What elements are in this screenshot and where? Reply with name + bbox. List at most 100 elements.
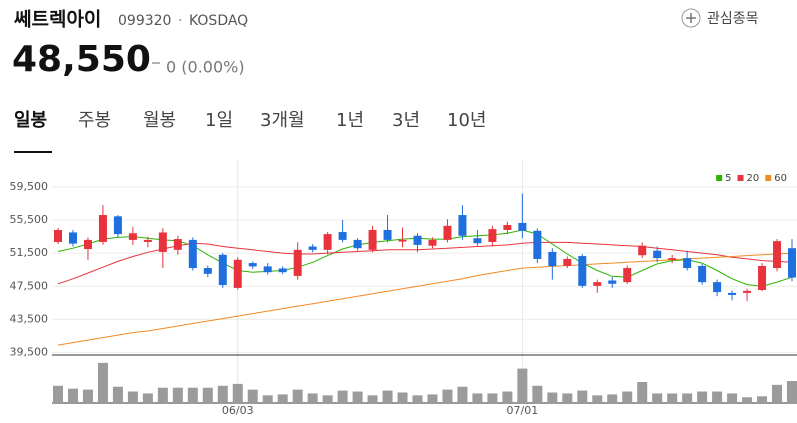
legend-swatch bbox=[765, 175, 772, 181]
legend-swatch bbox=[716, 175, 723, 181]
volume-bar bbox=[157, 387, 168, 403]
volume-bar bbox=[337, 390, 348, 403]
candle-body bbox=[458, 215, 467, 236]
candle-body bbox=[533, 230, 542, 259]
volume-bar bbox=[292, 389, 303, 403]
candle-body bbox=[278, 268, 287, 273]
volume-bar bbox=[53, 385, 63, 403]
candle-body bbox=[323, 234, 332, 250]
market: KOSDAQ bbox=[189, 13, 248, 29]
legend-swatch bbox=[737, 175, 744, 181]
volume-bar bbox=[652, 393, 663, 403]
candle-body bbox=[143, 239, 152, 242]
candle-body bbox=[638, 245, 647, 256]
volume-bar bbox=[397, 392, 408, 403]
candle-body bbox=[293, 249, 302, 276]
watch-label: 관심종목 bbox=[707, 11, 759, 27]
candle-body bbox=[788, 248, 796, 278]
volume-bar bbox=[787, 381, 797, 403]
candle-body bbox=[473, 238, 482, 244]
candle-body bbox=[488, 229, 497, 242]
candle-body bbox=[248, 263, 257, 267]
volume-bar bbox=[127, 391, 138, 403]
candle-body bbox=[188, 239, 197, 269]
x-tick-label: 06/03 bbox=[222, 404, 254, 417]
volume-bar bbox=[262, 395, 273, 403]
tab[interactable]: 10년 bbox=[447, 110, 486, 131]
watch-icon bbox=[681, 8, 701, 28]
volume-bar bbox=[757, 396, 768, 403]
tab[interactable]: 3개월 bbox=[260, 110, 305, 131]
volume-bar bbox=[547, 392, 558, 403]
volume-bar bbox=[742, 397, 753, 403]
volume-bar bbox=[622, 391, 633, 403]
candle-body bbox=[98, 215, 107, 242]
candle-body bbox=[398, 239, 407, 242]
plot-frame bbox=[52, 160, 797, 403]
volume-bar bbox=[487, 393, 498, 403]
volume-bar bbox=[142, 393, 153, 403]
volume-bar bbox=[682, 393, 693, 403]
volume-bar bbox=[427, 394, 438, 403]
candle-body bbox=[713, 282, 722, 293]
volume-bar bbox=[277, 394, 288, 403]
y-tick-label: 55,500 bbox=[10, 213, 49, 226]
candle-body bbox=[338, 232, 347, 240]
legend-label: 20 bbox=[747, 173, 760, 184]
ma-line bbox=[57, 252, 793, 346]
tab[interactable]: 일봉 bbox=[14, 110, 47, 131]
candle-body bbox=[668, 258, 677, 260]
candle-body bbox=[698, 265, 707, 283]
x-tick-label: 07/01 bbox=[507, 404, 539, 417]
volume-bar bbox=[187, 387, 198, 403]
legend-label: 5 bbox=[725, 173, 731, 184]
candle-body bbox=[203, 268, 212, 274]
volume-bar bbox=[172, 387, 183, 403]
volume-bar bbox=[607, 394, 618, 403]
y-tick-label: 39,500 bbox=[10, 346, 49, 359]
volume-bar bbox=[97, 362, 108, 403]
candle-body bbox=[503, 224, 512, 230]
y-tick-label: 47,500 bbox=[10, 279, 49, 292]
tab[interactable]: 주봉 bbox=[78, 110, 111, 131]
volume-bar bbox=[457, 386, 468, 403]
candle-body bbox=[413, 235, 422, 245]
tab[interactable]: 3년 bbox=[392, 110, 420, 131]
volume-bar bbox=[82, 389, 93, 403]
volume-bar bbox=[112, 386, 123, 403]
candle-body bbox=[218, 254, 227, 286]
legend-label: 60 bbox=[774, 173, 787, 184]
candle-body bbox=[158, 232, 167, 252]
volume-bar bbox=[562, 393, 573, 403]
candle-body bbox=[518, 222, 527, 231]
volume-bar bbox=[592, 395, 603, 403]
volume-bar bbox=[637, 381, 648, 403]
candle-body bbox=[173, 239, 182, 250]
candle-body bbox=[653, 250, 662, 259]
watch-plus bbox=[686, 13, 696, 23]
y-tick-label: 43,500 bbox=[10, 312, 49, 325]
volume-bar bbox=[442, 389, 453, 403]
watch-button[interactable]: 관심종목 bbox=[681, 8, 759, 28]
volume-bar bbox=[307, 393, 318, 403]
tab[interactable]: 1일 bbox=[205, 110, 233, 131]
y-tick-label: 59,500 bbox=[10, 180, 49, 193]
candle-body bbox=[773, 241, 782, 269]
volume-bar bbox=[772, 384, 783, 403]
candle-body bbox=[728, 292, 737, 295]
volume-bar bbox=[727, 393, 738, 403]
stock-name: 쎄트렉아이 bbox=[14, 9, 101, 31]
candle-body bbox=[548, 251, 557, 266]
candle-body bbox=[368, 229, 377, 250]
tabs: 일봉 주봉 월봉 1일 3개월 1년 3년 10년 bbox=[14, 110, 486, 131]
tab[interactable]: 1년 bbox=[336, 110, 364, 131]
candle-body bbox=[383, 229, 392, 240]
stock-code: 099320 bbox=[118, 13, 171, 29]
volume-bar bbox=[322, 395, 333, 403]
tab[interactable]: 월봉 bbox=[143, 110, 176, 131]
volume-bar bbox=[232, 383, 243, 403]
change: 0 (0.00%) bbox=[166, 58, 245, 77]
volume-bar bbox=[577, 390, 588, 403]
candle-body bbox=[233, 259, 242, 288]
